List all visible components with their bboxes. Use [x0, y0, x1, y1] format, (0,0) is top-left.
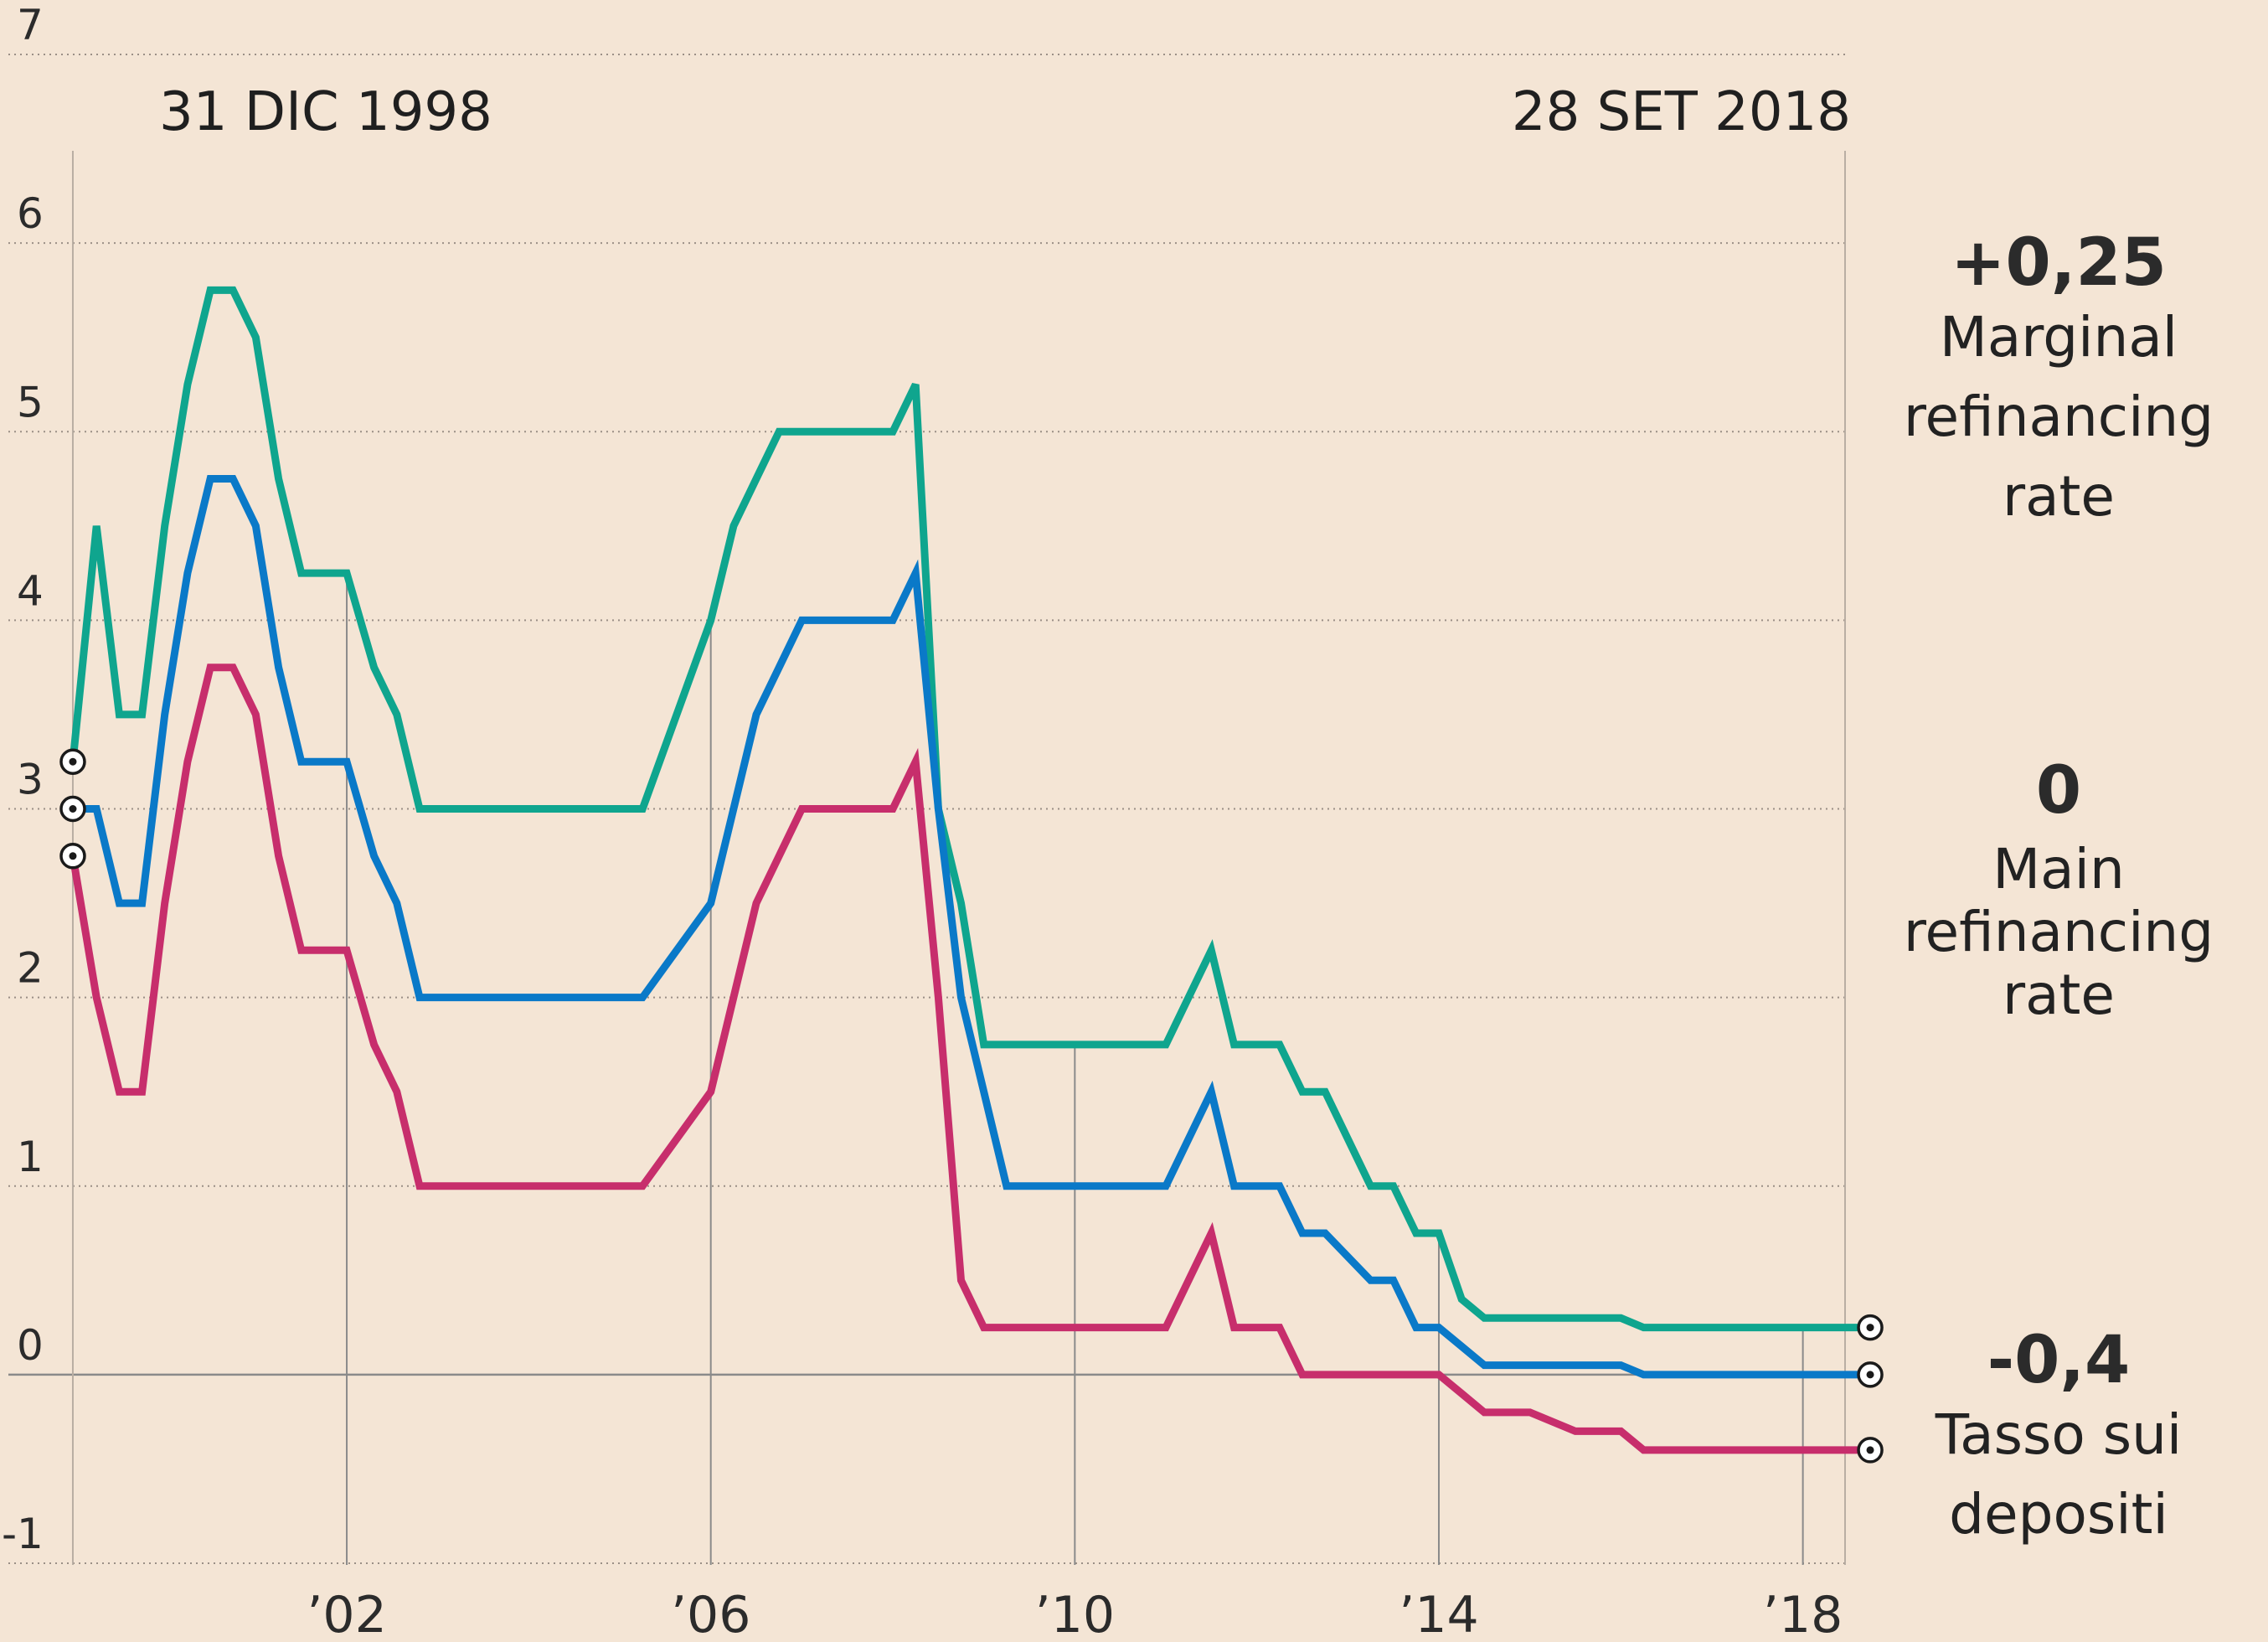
marker-dot	[1866, 1371, 1874, 1379]
marker-dot	[1866, 1446, 1874, 1454]
series-change-deposit: -0,4	[1987, 1323, 2131, 1398]
series-lines	[69, 286, 1870, 1454]
y-axis-labels: -1 0 1 2 3 4 5 6 7	[2, 1, 44, 1558]
series-line-marginal	[69, 286, 1870, 1332]
y-tick-label: -1	[2, 1510, 44, 1558]
y-tick-label: 5	[17, 378, 44, 426]
x-tick-label: ’18	[1763, 1586, 1843, 1642]
end-date-label: 28 SET 2018	[1512, 81, 1851, 143]
y-tick-label: 4	[17, 566, 44, 615]
marker-dot	[69, 757, 77, 766]
series-name-deposit: depositi	[1949, 1482, 2168, 1546]
series-name-main: rate	[2003, 963, 2115, 1027]
end-marker-main	[1857, 1361, 1884, 1388]
x-gridlines	[71, 151, 1846, 1565]
x-tick-label: ’02	[307, 1586, 386, 1642]
series-line-main	[73, 475, 1870, 1379]
series-name-main: Main	[1992, 837, 2125, 901]
y-tick-label: 7	[17, 1, 44, 49]
marker-dot	[69, 805, 77, 813]
start-date-label: 31 DIC 1998	[159, 81, 492, 143]
series-name-marginal: Marginal	[1940, 305, 2178, 369]
y-tick-label: 2	[17, 944, 44, 993]
y-tick-label: 3	[17, 756, 44, 804]
end-marker-marginal	[1857, 1314, 1884, 1341]
gridlines	[8, 54, 1847, 1564]
y-tick-label: 6	[17, 189, 44, 238]
x-axis-labels: ’02 ’06 ’10 ’14 ’18	[307, 1586, 1843, 1642]
series-name-marginal: rate	[2003, 464, 2115, 529]
series-labels: +0,25Marginalrefinancingrate0Mainrefinan…	[1904, 225, 2214, 1546]
start-marker-marginal	[59, 748, 86, 775]
start-marker-main	[59, 795, 86, 823]
x-tick-label: ’06	[671, 1586, 750, 1642]
series-markers	[59, 748, 1884, 1464]
y-tick-label: 0	[17, 1321, 44, 1370]
x-tick-label: ’14	[1399, 1586, 1478, 1642]
end-marker-deposit	[1857, 1437, 1884, 1464]
series-change-main: 0	[2036, 753, 2081, 829]
series-name-marginal: refinancing	[1904, 385, 2214, 449]
marker-dot	[1866, 1324, 1874, 1332]
y-tick-label: 1	[17, 1133, 44, 1181]
start-marker-deposit	[59, 843, 86, 870]
x-tick-label: ’10	[1035, 1586, 1115, 1642]
series-name-main: refinancing	[1904, 900, 2214, 964]
series-change-marginal: +0,25	[1951, 225, 2167, 301]
series-name-deposit: Tasso sui	[1935, 1402, 2183, 1467]
marker-dot	[69, 852, 77, 860]
series-line-deposit	[69, 664, 1870, 1454]
